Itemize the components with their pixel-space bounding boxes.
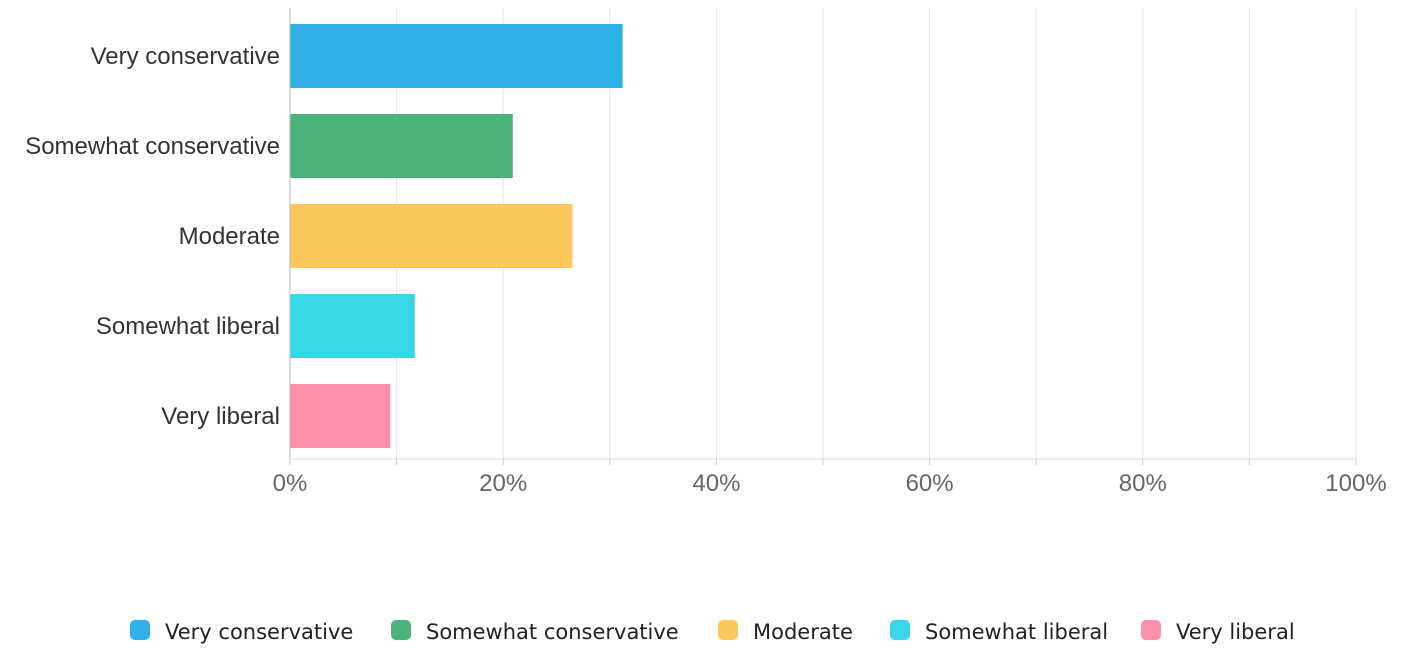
legend-item-somewhat-conservative[interactable]: Somewhat conservative <box>391 620 679 644</box>
legend-swatch <box>391 620 411 640</box>
bar-layer <box>290 24 623 448</box>
legend-label: Somewhat liberal <box>925 620 1108 644</box>
x-tick-label: 80% <box>1119 470 1167 497</box>
legend-swatch <box>1141 620 1161 640</box>
legend-label: Very conservative <box>165 620 353 644</box>
category-label: Somewhat liberal <box>96 313 280 340</box>
legend-label: Somewhat conservative <box>426 620 679 644</box>
category-label: Moderate <box>179 223 280 250</box>
legend-label: Very liberal <box>1176 620 1295 644</box>
x-tick-label: 20% <box>479 470 527 497</box>
x-tick-label: 100% <box>1325 470 1386 497</box>
axis-layer: Very conservative Somewhat conservative Mo… <box>25 8 1387 497</box>
legend: Very conservative Somewhat conservative Mo… <box>130 620 1295 644</box>
bar-very-liberal[interactable] <box>290 384 391 448</box>
bar-very-conservative[interactable] <box>290 24 623 88</box>
category-label: Somewhat conservative <box>25 133 280 160</box>
x-tick-label: 0% <box>273 470 308 497</box>
legend-item-very-liberal[interactable]: Very liberal <box>1141 620 1295 644</box>
legend-label: Moderate <box>753 620 853 644</box>
legend-swatch <box>718 620 738 640</box>
legend-item-somewhat-liberal[interactable]: Somewhat liberal <box>890 620 1108 644</box>
legend-swatch <box>130 620 150 640</box>
legend-item-moderate[interactable]: Moderate <box>718 620 853 644</box>
x-tick-label: 40% <box>692 470 740 497</box>
category-label: Very conservative <box>91 43 280 70</box>
x-tick-label: 60% <box>906 470 954 497</box>
legend-swatch <box>890 620 910 640</box>
category-label: Very liberal <box>161 403 280 430</box>
legend-item-very-conservative[interactable]: Very conservative <box>130 620 353 644</box>
bar-somewhat-liberal[interactable] <box>290 294 415 358</box>
bar-somewhat-conservative[interactable] <box>290 114 513 178</box>
bar-moderate[interactable] <box>290 204 573 268</box>
